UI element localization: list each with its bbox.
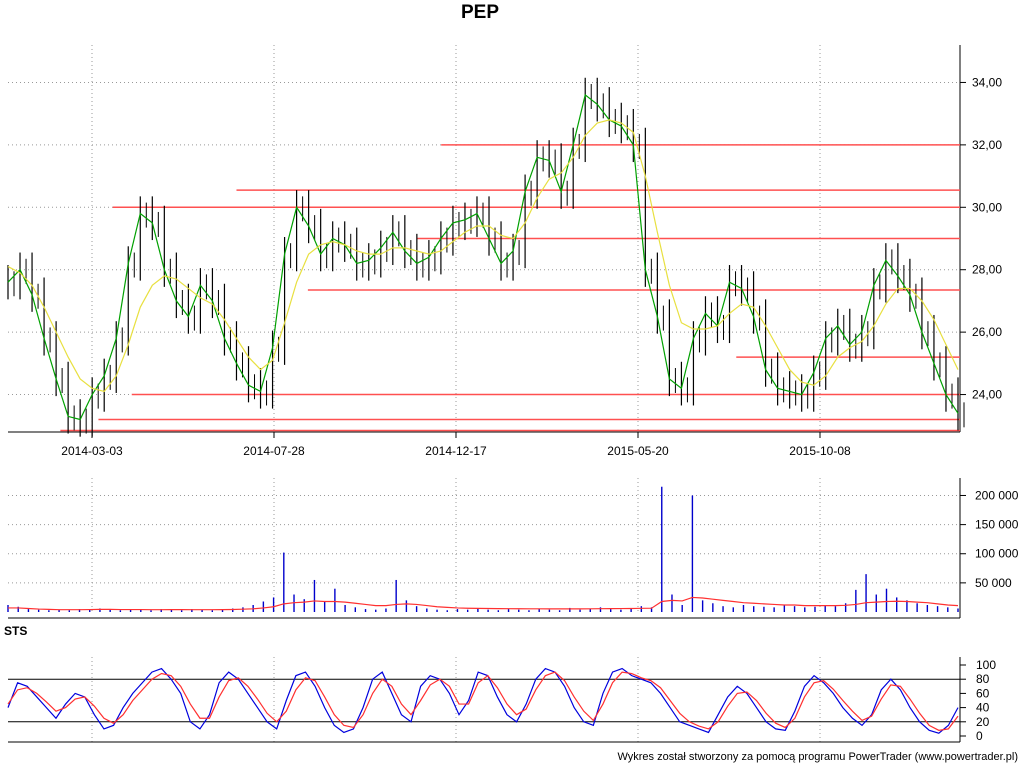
x-tick-label: 2015-10-08 [789,444,851,458]
y-tick-label: 100 [976,658,996,672]
y-tick-label: 60 [976,686,990,700]
sts-d-line [7,671,959,731]
footer-credit: Wykres został stworzony za pomocą progra… [617,751,1018,763]
x-tick-label: 2014-03-03 [61,444,123,458]
price-line-series [7,93,959,421]
volume-average-line [8,596,959,611]
x-tick-label: 2015-05-20 [607,444,669,458]
y-tick-label: 150 000 [975,518,1019,532]
y-tick-label: 50 000 [975,576,1012,590]
y-tick-label: 40 [976,701,990,715]
y-tick-label: 24,00 [972,388,1002,402]
y-tick-label: 30,00 [972,200,1002,214]
price-panel: 2014-03-03 2014-07-28 2014-12-17 2015-05-20… [7,45,1002,458]
chart-title: PEP [460,2,500,23]
x-tick-label: 2014-12-17 [425,444,487,458]
y-tick-label: 34,00 [972,75,1002,89]
moving-average-line [7,119,959,393]
y-tick-label: 200 000 [975,488,1019,502]
sts-k-line [7,667,959,734]
volume-panel: 50 000 100 000 150 000 200 000 [7,478,1019,619]
sts-panel-label: STS [4,624,28,638]
y-tick-label: 28,00 [972,263,1002,277]
y-tick-label: 0 [976,729,983,743]
y-tick-label: 20 [976,715,990,729]
y-tick-label: 80 [976,672,990,686]
y-tick-label: 26,00 [972,325,1002,339]
y-tick-label: 100 000 [975,547,1019,561]
y-tick-label: 32,00 [972,138,1002,152]
x-tick-label: 2014-07-28 [243,444,305,458]
